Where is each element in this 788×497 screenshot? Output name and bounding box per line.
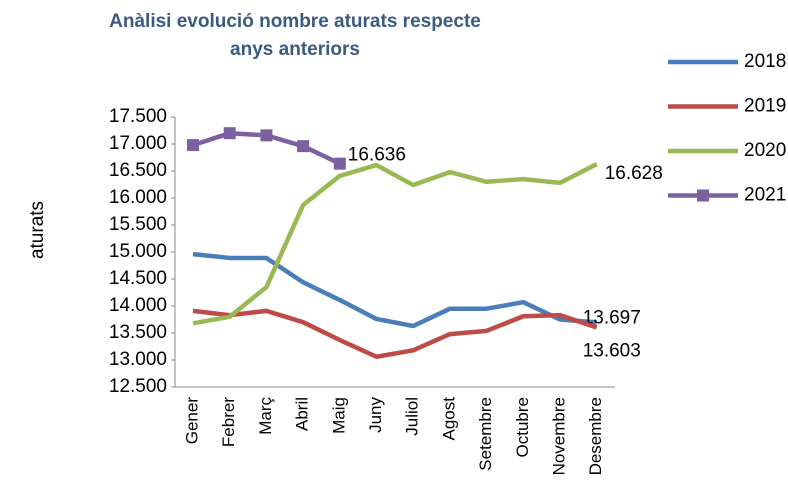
legend-marker — [697, 189, 709, 202]
series-line — [192, 251, 597, 329]
x-tick-label: Febrer — [219, 397, 238, 447]
legend-label: 2019 — [744, 96, 786, 117]
y-tick-label: 13.500 — [109, 322, 167, 343]
y-tick-label: 13.000 — [109, 349, 167, 370]
data-label: 13.697 — [583, 307, 641, 328]
x-tick-label: Gener — [182, 397, 201, 445]
x-tick-label: Abril — [293, 397, 312, 431]
y-tick-label: 12.500 — [109, 376, 167, 397]
y-axis-label: aturats — [27, 201, 48, 259]
series-line — [192, 308, 598, 360]
legend-label: 2021 — [744, 185, 786, 206]
data-label: 16.628 — [605, 163, 663, 184]
y-tick-label: 16.500 — [109, 160, 167, 181]
data-label: 13.603 — [583, 340, 641, 361]
marker — [260, 129, 273, 142]
legend-label: 2020 — [744, 140, 786, 161]
x-tick-label: Juliol — [403, 397, 422, 436]
marker — [333, 157, 346, 170]
x-tick-label: Octubre — [513, 397, 532, 457]
x-tick-label: Maig — [329, 397, 348, 434]
marker — [187, 139, 199, 152]
legend-label: 2018 — [744, 51, 786, 72]
y-tick-label: 15.500 — [109, 214, 167, 235]
series-line — [192, 162, 598, 326]
x-tick-label: Agost — [439, 397, 458, 441]
y-tick-label: 14.500 — [109, 268, 167, 289]
marker — [223, 127, 236, 140]
y-tick-label: 17.500 — [109, 106, 167, 127]
chart-title: Anàlisi evolució nombre aturats respecte… — [109, 11, 481, 60]
x-tick-label: Novembre — [549, 397, 568, 475]
marker — [297, 140, 310, 153]
x-tick-label: Desembre — [586, 397, 605, 475]
y-tick-label: 17.000 — [109, 133, 167, 154]
data-label: 16.636 — [348, 145, 406, 166]
x-tick-label: Setembre — [476, 397, 495, 471]
y-tick-label: 16.000 — [109, 187, 167, 208]
y-tick-label: 14.000 — [109, 295, 167, 316]
y-tick-label: 15.000 — [109, 241, 167, 262]
x-tick-label: Juny — [366, 397, 385, 433]
x-tick-label: Març — [256, 397, 275, 435]
